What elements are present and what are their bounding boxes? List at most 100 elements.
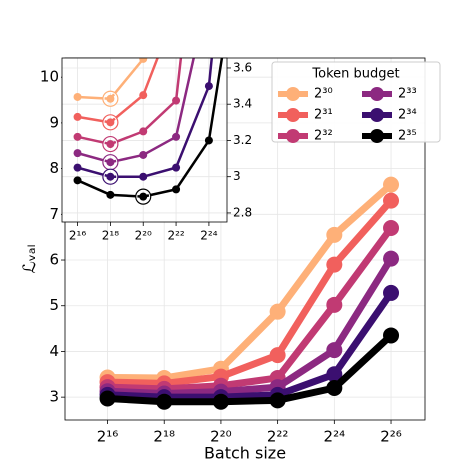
legend-label: 2³¹: [314, 108, 333, 123]
y-tick-label: 9: [49, 113, 59, 131]
marker: [139, 172, 148, 181]
marker: [99, 390, 116, 407]
marker: [326, 226, 343, 243]
marker: [269, 347, 286, 364]
series-line: [107, 290, 394, 401]
y-tick-label: 5: [49, 296, 59, 314]
legend-label: 2³²: [314, 129, 333, 144]
plot-frame: [64, 57, 426, 421]
marker: [139, 150, 148, 159]
marker: [269, 392, 286, 409]
min-ring: [102, 168, 119, 185]
min-ring: [102, 90, 119, 107]
marker: [139, 192, 148, 201]
x-tick-label: 2²²: [167, 229, 184, 243]
x-tick-label: 2¹⁶: [69, 229, 86, 243]
y-tick-label: 3.4: [233, 97, 252, 111]
legend-marker: [286, 87, 300, 101]
min-ring: [103, 136, 118, 152]
marker: [106, 94, 115, 103]
marker: [326, 256, 343, 273]
marker: [204, 136, 213, 145]
series-line: [77, 58, 195, 164]
marker: [73, 112, 82, 121]
series-line: [107, 198, 394, 387]
legend-marker: [370, 87, 384, 101]
min-ring: [102, 135, 119, 153]
y-tick-label: 3.2: [233, 133, 252, 147]
x-tick-label: 2¹⁶: [97, 428, 119, 446]
series-line: [77, 58, 214, 178]
marker: [172, 185, 181, 194]
x-axis-label: Batch size: [204, 444, 286, 463]
marker: [383, 250, 400, 267]
marker: [73, 132, 82, 141]
min-ring: [102, 114, 119, 131]
x-tick-label: 2²⁴: [324, 428, 346, 446]
marker: [383, 220, 400, 237]
series-line: [107, 181, 394, 382]
marker: [73, 176, 82, 185]
marker: [383, 327, 400, 344]
marker: [139, 127, 148, 136]
x-tick-label: 2²²: [267, 428, 289, 446]
series-line: [107, 225, 394, 393]
legend-title: Token budget: [311, 67, 399, 82]
marker: [326, 296, 343, 313]
x-tick-label: 2¹⁸: [153, 428, 175, 446]
data: [73, 6, 224, 205]
marker: [106, 140, 115, 149]
marker: [172, 6, 180, 14]
marker: [73, 149, 82, 158]
y-tick-label: 7: [49, 205, 59, 223]
min-ring: [103, 91, 118, 106]
legend: Token budget 2³⁰ 2³¹ 2³² 2³³ 2³⁴ 2³⁵: [271, 61, 441, 144]
min-ring: [103, 169, 118, 184]
min-ring: [135, 188, 152, 205]
y-tick-label: 3.6: [233, 60, 252, 74]
marker: [156, 393, 173, 410]
legend-label: 2³⁰: [314, 87, 333, 102]
marker: [106, 118, 115, 127]
marker: [383, 192, 400, 209]
marker: [73, 163, 82, 172]
legend-label: 2³³: [398, 87, 417, 102]
marker: [383, 176, 400, 193]
x-tick-label: 2²⁰: [135, 229, 152, 243]
marker: [139, 58, 148, 63]
data: [99, 176, 400, 410]
y-axis-label: ℒᵥₐₗ: [20, 245, 40, 274]
marker: [172, 132, 181, 141]
marker: [172, 163, 181, 172]
series-line: [107, 332, 394, 406]
marker: [172, 96, 181, 105]
series-line: [77, 58, 183, 146]
y-tick-label: 10: [40, 68, 59, 86]
y-tick-label: 3: [49, 388, 59, 406]
x-tick-label: 2²⁴: [200, 229, 217, 243]
y-tick-label: 4: [49, 342, 59, 360]
marker: [204, 82, 213, 91]
series-line: [77, 58, 224, 198]
plot-1: 2¹⁶ 2¹⁸ 2²⁰ 2²² 2²⁴ 2.8 3 3.2 3.4 3.6: [61, 6, 252, 243]
marker: [326, 342, 343, 359]
legend-marker: [286, 108, 300, 122]
plot-frame: [61, 57, 228, 223]
legend-label: 2³⁴: [398, 108, 417, 123]
legend-frame: [271, 61, 441, 143]
marker: [269, 303, 286, 320]
legend-marker: [286, 129, 300, 143]
marker: [383, 284, 400, 301]
x-tick-label: 2²⁶: [380, 428, 402, 446]
series-line: [77, 58, 145, 101]
legend-marker: [370, 108, 384, 122]
marker: [73, 92, 82, 101]
y-tick-label: 6: [49, 251, 59, 269]
marker: [106, 172, 115, 181]
marker: [139, 91, 148, 100]
series-line: [107, 256, 395, 397]
marker: [326, 366, 343, 383]
marker: [212, 393, 229, 410]
marker: [106, 158, 115, 167]
